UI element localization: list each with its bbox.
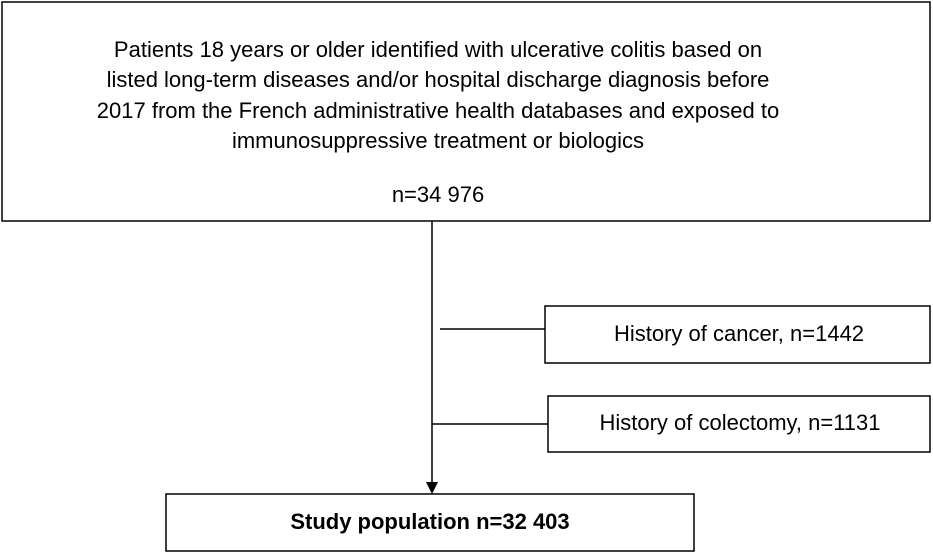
exclusion-box [544, 305, 931, 364]
exclusion-text: History of colectomy, n=1131 [599, 410, 880, 435]
start-text: Patients 18 years or older identified wi… [114, 37, 762, 62]
start-text: 2017 from the French administrative heal… [97, 98, 779, 123]
start-box [1, 1, 931, 222]
start-text: listed long-term diseases and/or hospita… [107, 67, 770, 92]
exclusion-box [547, 395, 931, 453]
start-text: immunosuppressive treatment or biologics [232, 128, 644, 153]
result-text: Study population n=32 403 [290, 509, 569, 534]
result-box [165, 493, 695, 552]
start-count: n=34 976 [392, 182, 484, 207]
exclusion-text: History of cancer, n=1442 [614, 321, 864, 346]
